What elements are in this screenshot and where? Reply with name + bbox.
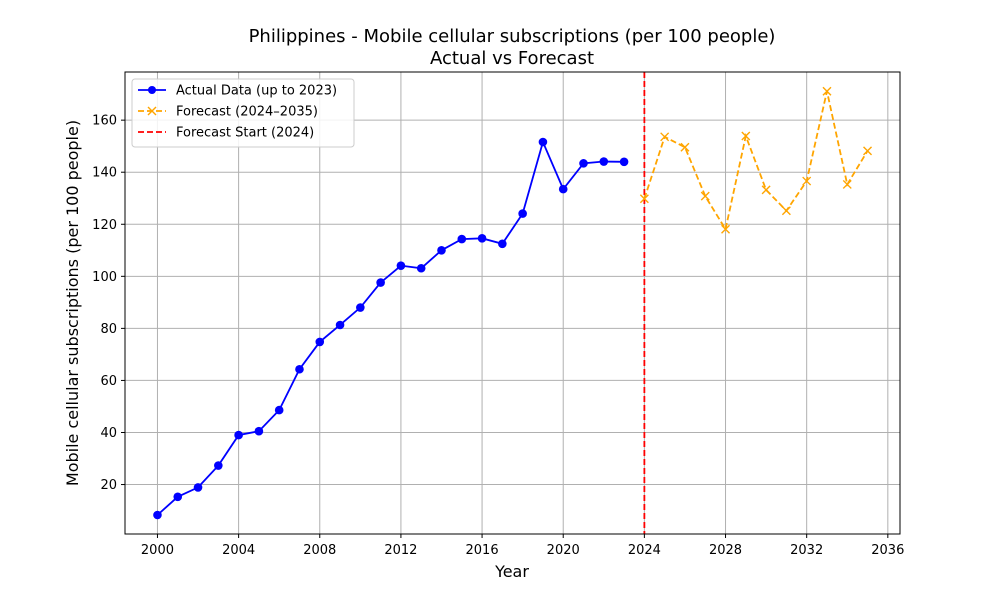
actual-data-point: [173, 492, 183, 502]
forecast-data-point: [680, 142, 690, 152]
x-tick-label: 2028: [709, 543, 742, 558]
actual-series-line: [156, 139, 625, 516]
chart-subtitle: Actual vs Forecast: [430, 48, 594, 69]
legend-forecast-marker: [147, 106, 157, 116]
y-tick-label: 20: [100, 478, 117, 493]
y-tick-label: 60: [100, 374, 117, 389]
y-tick-label: 120: [92, 218, 117, 233]
x-axis-label: Year: [494, 562, 529, 581]
forecast-data-point: [721, 224, 731, 234]
actual-data-point: [356, 303, 365, 312]
x-tick-label: 2008: [303, 543, 336, 558]
x-tick-label: 2020: [547, 543, 580, 558]
x-tick-label: 2032: [790, 543, 823, 558]
forecast-data-point: [660, 132, 670, 142]
actual-data-point: [193, 483, 203, 492]
actual-data-point: [335, 320, 345, 330]
forecast-series-line: [643, 91, 869, 232]
legend-box: [131, 78, 355, 148]
actual-data-point: [579, 159, 588, 168]
actual-data-point: [518, 209, 527, 218]
actual-data-point: [619, 157, 629, 167]
actual-data-point: [295, 364, 304, 374]
y-axis-label: Mobile cellular subscriptions (per 100 p…: [63, 120, 82, 486]
x-axis-ticks: 2000 2004 2008 2012 2016 2020 2024 2028 2032 2036: [141, 534, 904, 558]
forecast-data-point: [761, 185, 771, 195]
actual-data-point: [396, 261, 406, 270]
x-tick-label: 2024: [628, 543, 661, 558]
series-layer: [153, 86, 873, 520]
y-tick-label: 140: [92, 166, 117, 181]
chart-title: Philippines - Mobile cellular subscripti…: [249, 26, 776, 47]
forecast-data-point: [863, 146, 873, 156]
actual-data-point: [457, 234, 467, 244]
x-tick-label: 2036: [871, 543, 904, 558]
forecast-data-point: [781, 206, 791, 216]
actual-data-point: [416, 263, 426, 273]
actual-data-point: [254, 426, 264, 436]
actual-data-point: [234, 430, 243, 440]
x-tick-label: 2004: [222, 543, 255, 558]
plot-frame: [124, 71, 901, 535]
forecast-data-point: [822, 86, 832, 96]
legend-actual-label: Actual Data (up to 2023): [176, 84, 337, 99]
actual-data-point: [315, 337, 325, 347]
y-axis-ticks: 20 40 60 80 100 120 140 160: [92, 114, 125, 493]
legend: Actual Data (up to 2023) Forecast (2024–…: [131, 78, 355, 148]
legend-item-forecast-start: Forecast Start (2024): [138, 126, 314, 141]
legend-actual-marker: [148, 86, 156, 94]
actual-data-point: [274, 405, 284, 415]
x-tick-label: 2016: [466, 543, 499, 558]
x-tick-label: 2000: [141, 543, 174, 558]
forecast-data-point: [741, 131, 751, 141]
actual-data-point: [376, 278, 385, 287]
y-tick-label: 100: [92, 270, 117, 285]
actual-data-point: [153, 510, 162, 520]
forecast-data-point: [842, 179, 852, 189]
actual-data-point: [498, 239, 507, 249]
y-tick-label: 80: [100, 322, 117, 337]
actual-data-point: [558, 184, 568, 194]
forecast-data-point: [802, 176, 812, 186]
actual-data-point: [599, 157, 609, 166]
legend-forecast-x-marker: [147, 106, 157, 116]
y-tick-label: 160: [92, 114, 117, 129]
actual-data-point: [538, 137, 548, 147]
actual-data-point: [437, 245, 446, 255]
forecast-data-point: [700, 191, 710, 201]
legend-forecast-start-label: Forecast Start (2024): [176, 126, 314, 141]
actual-data-point: [214, 461, 223, 470]
legend-forecast-label: Forecast (2024–2035): [176, 105, 318, 120]
x-tick-label: 2012: [384, 543, 417, 558]
actual-data-point: [477, 234, 487, 243]
forecast-data-point: [639, 194, 649, 204]
legend-item-forecast: Forecast (2024–2035): [138, 105, 318, 120]
legend-item-actual: Actual Data (up to 2023): [138, 84, 337, 99]
y-tick-label: 40: [100, 426, 117, 441]
